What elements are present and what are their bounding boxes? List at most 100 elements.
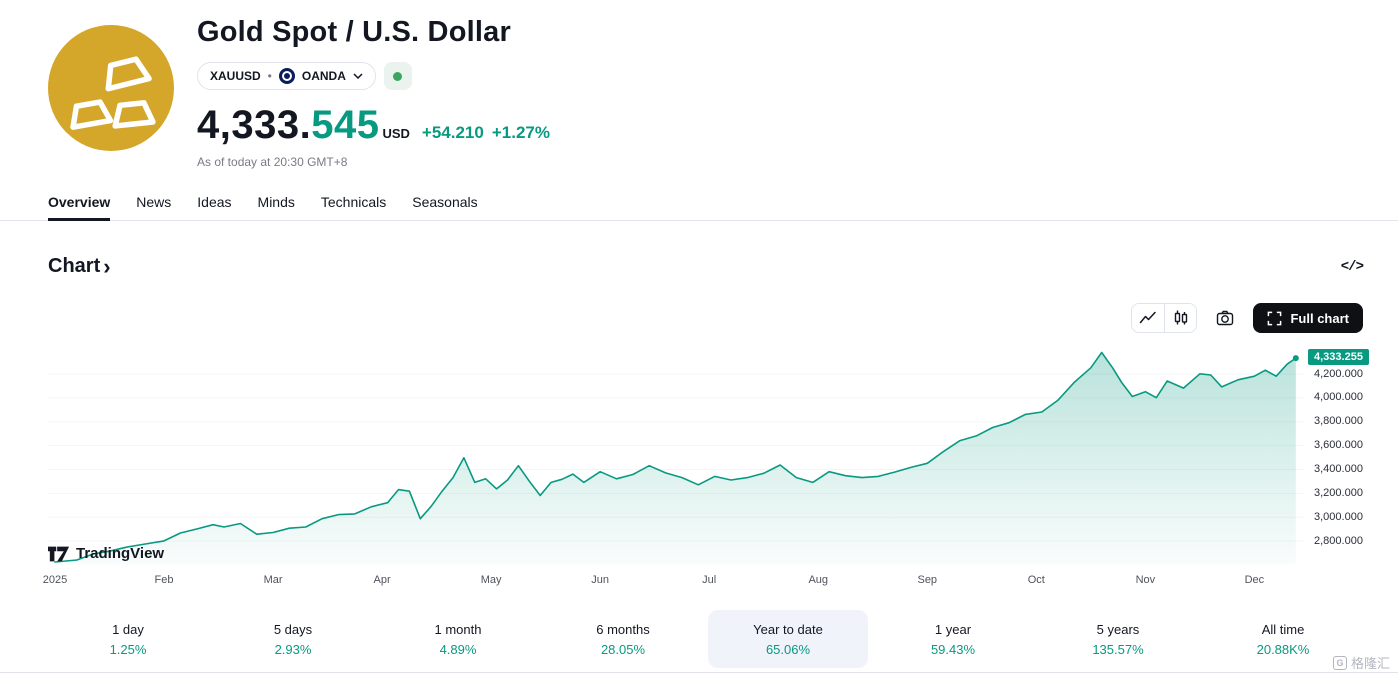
last-price-badge: 4,333.255: [1308, 349, 1369, 366]
oanda-logo-icon: [278, 68, 295, 84]
full-chart-button[interactable]: Full chart: [1253, 303, 1363, 333]
range-label: 5 days: [273, 621, 313, 637]
y-tick-label: 3,600.000: [1314, 439, 1363, 452]
range-change-value: 20.88K%: [1256, 641, 1310, 657]
symbol-logo: [48, 25, 174, 151]
y-tick-label: 4,000.000: [1314, 391, 1363, 404]
range-label: All time: [1261, 621, 1305, 637]
tab-ideas[interactable]: Ideas: [197, 194, 232, 210]
price-change: +54.210 +1.27%: [422, 123, 550, 143]
last-price: 4,333.545: [197, 103, 379, 148]
range-change-value: 59.43%: [930, 641, 976, 657]
range-1-year[interactable]: 1 year 59.43%: [873, 610, 1033, 668]
range-label: 1 year: [934, 621, 972, 637]
x-tick-label: Apr: [373, 574, 391, 586]
gold-bars-icon: [48, 25, 174, 151]
x-axis[interactable]: 2025 Feb Mar Apr May Jun Jul Aug Sep Oct Nov Dec: [43, 574, 1305, 590]
range-change-value: 28.05%: [600, 641, 646, 657]
as-of-timestamp: As of today at 20:30 GMT+8: [197, 155, 348, 169]
tab-technicals[interactable]: Technicals: [320, 194, 387, 210]
range-change-value: 65.06%: [765, 641, 811, 657]
y-tick-label: 3,200.000: [1314, 486, 1363, 499]
range-label: Year to date: [753, 621, 823, 637]
market-open-dot-icon: [393, 71, 403, 81]
chart-section-header: Chart › </>: [48, 255, 1364, 278]
exchange-name: OANDA: [301, 69, 346, 83]
tab-overview[interactable]: Overview: [48, 194, 111, 221]
range-1-month[interactable]: 1 month 4.89%: [378, 610, 538, 668]
symbol-row: XAUUSD • OANDA: [197, 62, 550, 90]
x-tick-label: Oct: [1027, 574, 1045, 586]
range-1-day[interactable]: 1 day 1.25%: [48, 610, 208, 668]
chevron-right-icon: ›: [103, 253, 111, 279]
range-year-to-date[interactable]: Year to date 65.06%: [708, 610, 868, 668]
price-row: 4,333.545 USD +54.210 +1.27%: [197, 103, 550, 148]
site-watermark: G 格隆汇: [1332, 653, 1390, 672]
page-title: Gold Spot / U.S. Dollar: [197, 16, 511, 48]
range-selector: 1 day 1.25% 5 days 2.93% 1 month 4.89% 6 month…: [48, 610, 1363, 668]
embed-code-icon[interactable]: </>: [1340, 258, 1364, 275]
price-integer: 4,333.: [197, 103, 312, 147]
y-axis[interactable]: 4,200.000 4,000.000 3,800.000 3,600.000 3,40…: [1312, 343, 1394, 565]
change-percent: +1.27%: [491, 123, 550, 142]
chart-toolbar: Full chart: [1131, 303, 1363, 333]
x-tick-label: Dec: [1244, 574, 1265, 586]
bottom-divider: [0, 672, 1398, 673]
chevron-down-icon: [353, 73, 363, 79]
price-fraction: 545: [311, 103, 380, 147]
range-change-value: 135.57%: [1092, 641, 1144, 657]
range-label: 6 months: [596, 621, 650, 637]
tabs: Overview News Ideas Minds Technicals Seasonal…: [0, 194, 1398, 221]
tradingview-brand[interactable]: TradingView: [48, 545, 164, 562]
line-chart-icon: [1140, 311, 1157, 324]
tradingview-label: TradingView: [76, 545, 165, 562]
watermark-logo-icon: G: [1332, 655, 1347, 670]
x-tick-label: Aug: [808, 574, 829, 586]
chart-section-title: Chart: [48, 255, 101, 277]
change-absolute: +54.210: [421, 123, 484, 142]
symbol-selector[interactable]: XAUUSD • OANDA: [197, 62, 376, 90]
x-tick-label: Nov: [1135, 574, 1156, 586]
full-chart-label: Full chart: [1290, 310, 1349, 326]
x-tick-label: Feb: [154, 574, 174, 586]
range-5-days[interactable]: 5 days 2.93%: [213, 610, 373, 668]
y-tick-label: 3,400.000: [1314, 463, 1363, 476]
tradingview-logo-icon: [48, 546, 70, 561]
x-tick-label: 2025: [42, 574, 68, 586]
market-status-button[interactable]: [383, 62, 412, 90]
chart-section-link[interactable]: Chart ›: [48, 255, 111, 278]
currency-label: USD: [382, 126, 410, 141]
symbol-ticker: XAUUSD: [210, 69, 261, 83]
range-5-years[interactable]: 5 years 135.57%: [1038, 610, 1198, 668]
candlestick-icon: [1174, 310, 1188, 325]
area-chart-type-button[interactable]: [1132, 304, 1165, 332]
y-tick-label: 3,800.000: [1314, 415, 1363, 428]
range-6-months[interactable]: 6 months 28.05%: [543, 610, 703, 668]
tab-news[interactable]: News: [136, 194, 172, 210]
y-tick-label: 3,000.000: [1314, 510, 1363, 523]
separator-dot: •: [267, 69, 272, 83]
x-tick-label: Sep: [917, 574, 938, 586]
x-tick-label: Jul: [702, 574, 717, 586]
candles-chart-type-button[interactable]: [1164, 304, 1197, 332]
tab-minds[interactable]: Minds: [257, 194, 295, 210]
x-tick-label: May: [480, 574, 502, 586]
range-all-time[interactable]: All time 20.88K%: [1203, 610, 1363, 668]
price-chart[interactable]: [48, 343, 1305, 565]
watermark-text: 格隆汇: [1350, 656, 1390, 671]
price-chart-area[interactable]: 4,200.000 4,000.000 3,800.000 3,600.000 3,40…: [0, 343, 1398, 593]
chart-type-switcher: [1131, 303, 1198, 333]
range-label: 1 month: [434, 621, 482, 637]
y-tick-label: 2,800.000: [1314, 534, 1363, 547]
range-label: 1 day: [112, 621, 144, 637]
tab-seasonals[interactable]: Seasonals: [412, 194, 478, 210]
x-tick-label: Mar: [263, 574, 283, 586]
snapshot-button[interactable]: [1209, 303, 1241, 333]
range-change-value: 1.25%: [109, 641, 147, 657]
range-label: 5 years: [1096, 621, 1140, 637]
range-change-value: 2.93%: [274, 641, 312, 657]
x-tick-label: Jun: [591, 574, 610, 586]
y-tick-label: 4,200.000: [1314, 367, 1363, 380]
symbol-header: Gold Spot / U.S. Dollar XAUUSD • OANDA 4…: [197, 16, 550, 169]
